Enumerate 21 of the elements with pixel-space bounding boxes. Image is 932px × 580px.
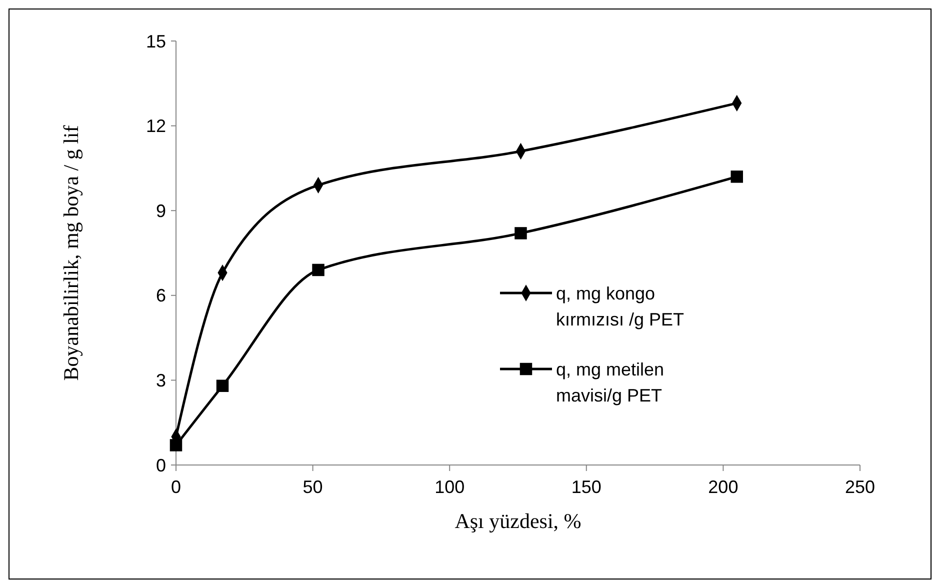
x-tick-label: 250 xyxy=(844,477,876,497)
point xyxy=(730,170,744,183)
point xyxy=(514,227,527,240)
point xyxy=(216,380,229,392)
y-tick-label: 9 xyxy=(156,200,166,221)
x-tick-label: 0 xyxy=(170,477,182,497)
point xyxy=(312,264,324,276)
x-tick-label: 200 xyxy=(708,477,738,497)
point xyxy=(170,439,182,452)
legend-label: q, mg kongo kırmızısı /g PET xyxy=(556,283,684,330)
x-axis-title: Aşı yüzdesi, % xyxy=(454,509,582,533)
x-tick-label: 50 xyxy=(302,477,323,497)
x-tick-label: 100 xyxy=(434,477,465,497)
y-tick-label: 3 xyxy=(156,370,166,390)
legend-label: q, mg metilen mavisi/g PET xyxy=(556,359,664,406)
y-tick-label: 15 xyxy=(146,31,166,52)
x-tick-label: 150 xyxy=(571,477,602,497)
y-tick-label: 6 xyxy=(156,286,166,306)
y-tick-label: 12 xyxy=(146,116,166,136)
y-tick-label: 0 xyxy=(156,455,166,476)
y-axis-title: Boyanabilirlik, mg boya / g lif xyxy=(59,125,83,381)
